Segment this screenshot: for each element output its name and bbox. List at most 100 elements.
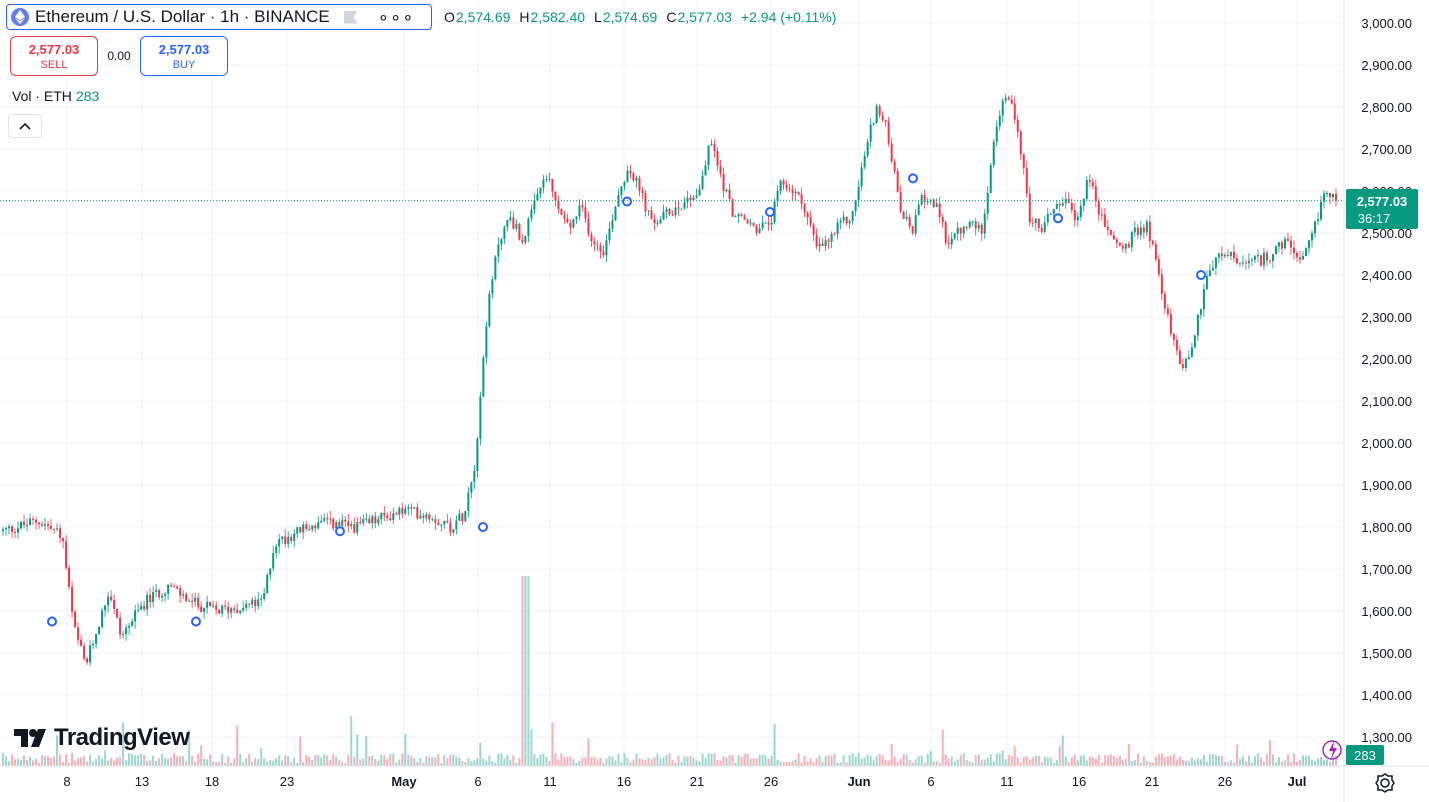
- candle-body: [734, 216, 737, 218]
- volume-legend[interactable]: Vol · ETH 283: [12, 88, 99, 104]
- candle-body: [374, 516, 377, 524]
- candle-body: [1163, 293, 1166, 309]
- candle-body: [347, 521, 350, 527]
- event-marker[interactable]: [191, 616, 201, 627]
- candle-body: [878, 106, 881, 116]
- volume-bar: [11, 754, 14, 766]
- sell-button[interactable]: 2,577.03 SELL: [10, 36, 98, 76]
- volume-bar: [86, 761, 89, 766]
- candle-body: [503, 226, 506, 239]
- volume-bar: [1217, 755, 1220, 766]
- event-marker[interactable]: [1053, 213, 1063, 224]
- volume-bar: [1187, 761, 1190, 766]
- more-icon[interactable]: ∘∘∘: [377, 7, 415, 27]
- lightning-icon[interactable]: [1322, 740, 1342, 760]
- candle-body: [827, 240, 830, 243]
- candle-body: [170, 584, 173, 587]
- volume-bar: [551, 722, 554, 766]
- volume-bar: [1220, 755, 1223, 766]
- candle-body: [1214, 257, 1217, 268]
- header-bar: Ethereum / U.S. Dollar · 1h · BINANCE ∘∘…: [6, 4, 845, 30]
- volume-bar: [944, 754, 947, 766]
- x-tick-label: Jul: [1288, 774, 1307, 789]
- candle-body: [602, 251, 605, 256]
- volume-bar: [740, 756, 743, 766]
- volume-bar: [1292, 753, 1295, 766]
- price-axis[interactable]: 3,000.002,900.002,800.002,700.002,600.00…: [1343, 0, 1412, 802]
- candle-body: [605, 240, 608, 256]
- candle-body: [1292, 247, 1295, 253]
- candle-body: [1160, 274, 1163, 294]
- symbol-selector[interactable]: Ethereum / U.S. Dollar · 1h · BINANCE ∘∘…: [6, 4, 432, 30]
- volume-bar: [1289, 762, 1292, 766]
- volume-bar: [1082, 754, 1085, 766]
- settings-icon[interactable]: [1374, 772, 1396, 794]
- flag-icon[interactable]: [343, 10, 358, 24]
- candle-body: [1142, 227, 1145, 233]
- volume-bar: [89, 754, 92, 766]
- candle-body: [980, 224, 983, 234]
- volume-bar: [806, 761, 809, 766]
- candle-body: [1319, 201, 1322, 220]
- event-marker[interactable]: [47, 616, 57, 627]
- event-marker[interactable]: [478, 522, 488, 532]
- volume-bar: [515, 762, 518, 766]
- event-marker[interactable]: [1196, 270, 1206, 280]
- candle-body: [917, 204, 920, 215]
- chart-grid: [0, 0, 1343, 766]
- volume-bar: [893, 756, 896, 766]
- volume-bar: [449, 754, 452, 766]
- volume-bar: [1223, 761, 1226, 766]
- y-tick-label: 1,900.00: [1361, 478, 1412, 493]
- time-axis[interactable]: 8 13 18 23 May 6 11 16 21 26 Jun 6 11 16 21 26 Jul: [0, 765, 1429, 789]
- volume-bar: [980, 759, 983, 766]
- candle-body: [74, 611, 77, 628]
- volume-bar: [830, 755, 833, 766]
- volume-badge: 283: [1346, 745, 1384, 765]
- volume-bar: [365, 735, 368, 766]
- volume-legend-label: Vol · ETH: [12, 88, 72, 104]
- candle-body: [1109, 229, 1112, 236]
- volume-legend-value: 283: [75, 88, 100, 104]
- candle-body: [440, 524, 443, 526]
- event-marker[interactable]: [908, 173, 918, 184]
- event-marker[interactable]: [765, 207, 775, 217]
- candle-body: [155, 590, 158, 592]
- candle-body: [320, 520, 323, 523]
- candle-body: [851, 211, 854, 222]
- candle-body: [92, 643, 95, 646]
- candle-body: [1208, 270, 1211, 276]
- candle-body: [257, 599, 260, 607]
- x-tick-label: 21: [1145, 774, 1159, 789]
- candle-body: [362, 518, 365, 524]
- volume-bar: [116, 758, 119, 766]
- volume-bar: [1178, 756, 1181, 766]
- collapse-legend-button[interactable]: [8, 114, 42, 138]
- candle-body: [629, 170, 632, 174]
- volume-bar: [1280, 761, 1283, 766]
- candle-body: [1166, 308, 1169, 315]
- event-marker[interactable]: [622, 196, 632, 207]
- event-marker[interactable]: [335, 526, 345, 537]
- buy-button[interactable]: 2,577.03 BUY: [140, 36, 228, 76]
- volume-bar: [1022, 756, 1025, 766]
- volume-bar: [299, 736, 302, 766]
- candle-body: [1061, 203, 1064, 206]
- candle-body: [1085, 180, 1088, 199]
- tradingview-logo[interactable]: TradingView: [14, 724, 190, 752]
- candle-body: [461, 513, 464, 522]
- tradingview-logo-icon: [14, 729, 46, 747]
- candle-body: [383, 512, 386, 516]
- volume-bar: [290, 761, 293, 766]
- volume-bar: [776, 759, 779, 766]
- candle-body: [1088, 180, 1091, 182]
- volume-bar: [1025, 756, 1028, 766]
- volume-bar: [1274, 762, 1277, 766]
- volume-bar: [305, 755, 308, 766]
- x-tick-label: 26: [764, 774, 778, 789]
- volume-bar: [293, 757, 296, 766]
- candle-body: [587, 218, 590, 235]
- x-tick-label: 18: [205, 774, 219, 789]
- volume-bar: [1268, 739, 1271, 766]
